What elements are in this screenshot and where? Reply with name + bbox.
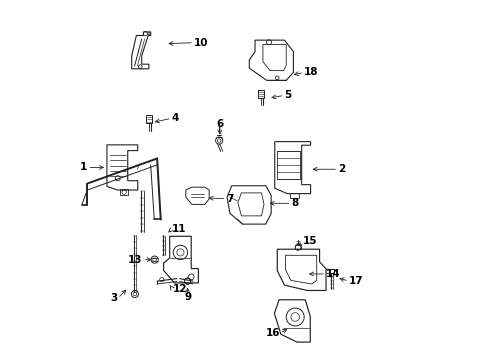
Text: 15: 15 xyxy=(302,236,317,246)
Text: 9: 9 xyxy=(184,292,191,302)
Bar xyxy=(290,193,299,198)
Bar xyxy=(277,150,300,179)
Text: 7: 7 xyxy=(226,194,234,204)
Bar xyxy=(120,189,128,195)
Text: 16: 16 xyxy=(266,328,280,338)
Text: 18: 18 xyxy=(304,67,319,77)
Text: 5: 5 xyxy=(285,90,292,100)
Bar xyxy=(258,90,264,98)
Text: 10: 10 xyxy=(194,38,209,48)
Text: 11: 11 xyxy=(172,225,186,234)
Text: 1: 1 xyxy=(80,162,87,172)
Text: 6: 6 xyxy=(216,120,223,129)
Text: 12: 12 xyxy=(172,284,187,294)
Text: 13: 13 xyxy=(128,255,143,265)
Text: 4: 4 xyxy=(172,113,179,123)
Bar xyxy=(147,116,152,123)
Text: 17: 17 xyxy=(349,276,364,286)
Text: 14: 14 xyxy=(326,269,341,279)
Text: 3: 3 xyxy=(110,293,118,303)
Bar xyxy=(295,245,301,249)
Text: 2: 2 xyxy=(338,164,345,174)
Text: 8: 8 xyxy=(292,198,299,208)
